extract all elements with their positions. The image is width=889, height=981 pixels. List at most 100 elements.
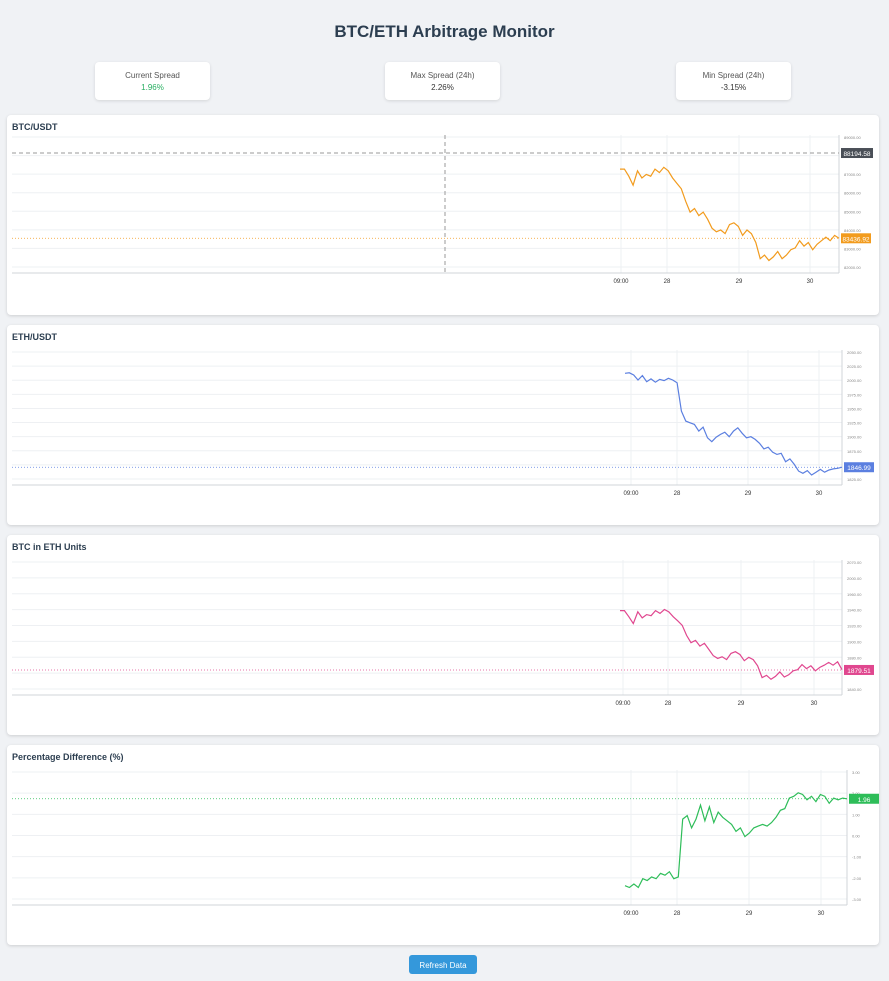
data-point [738,226,739,227]
data-point [770,679,771,680]
percentage-difference-chart[interactable]: 3.00 2.00 1.00 0.00 -1.00 -2.00 -3.00 09:00 28 29… [7,745,879,945]
data-point [669,871,670,872]
data-point [720,434,721,435]
data-point [718,811,719,812]
chart-title: BTC/USDT [12,122,58,132]
data-point [737,427,738,428]
chart-panel-percentage-difference: Percentage Difference (%) 3.00 2.00 1.00 0.… [7,745,879,945]
data-point [825,237,826,238]
y-tick-label: 1960.00 [847,592,862,597]
data-point [784,808,785,809]
data-point [759,443,760,444]
data-point [690,422,691,423]
stat-value: -3.15% [720,83,747,92]
y-tick-label: 84000.00 [844,228,861,233]
data-point [820,794,821,795]
data-point [694,208,695,209]
data-point [676,183,677,184]
current-price-label-bg [844,462,874,473]
data-point [821,240,822,241]
data-point [677,620,678,621]
stat-min-spread: Min Spread (24h) -3.15% [676,62,791,100]
y-tick-label: 2.00 [852,791,861,796]
data-point [655,382,656,383]
data-point [655,610,656,611]
data-point [760,258,761,259]
current-price-label: 83436.92 [842,236,869,243]
data-point [690,642,691,643]
data-point [811,796,812,797]
data-point [725,233,726,234]
refresh-data-button[interactable]: Refresh Data [409,955,477,974]
data-point [629,887,630,888]
data-point [819,667,820,668]
data-point [838,799,839,800]
btc-in-eth-chart[interactable]: 2070.00 2000.00 1960.00 1940.00 1920.00 1900.… [7,535,879,735]
data-point [779,671,780,672]
data-point [761,677,762,678]
current-price-label-bg [849,793,879,804]
data-point [651,876,652,877]
data-point [746,437,747,438]
data-point [681,188,682,189]
data-point [793,796,794,797]
data-point [841,467,842,468]
data-point [659,172,660,173]
data-point [681,411,682,412]
data-point [789,797,790,798]
data-point [694,424,695,425]
data-point [834,235,835,236]
data-point [815,670,816,671]
data-point [801,664,802,665]
series-line [620,608,843,681]
data-point [633,883,634,884]
data-point [757,665,758,666]
chart-title: BTC in ETH Units [12,542,87,552]
data-point [660,873,661,874]
data-point [691,827,692,828]
series-line [624,372,843,476]
data-point [789,458,790,459]
stat-value: 1.96% [141,83,164,92]
y-tick-label: 1880.00 [847,655,862,660]
x-tick-label: 28 [664,279,671,285]
data-point [722,656,723,657]
data-point [824,472,825,473]
data-point [751,233,752,234]
eth-usdt-chart[interactable]: 2050.00 2025.00 2000.00 1975.00 1950.00 1925.… [7,325,879,525]
data-point [785,461,786,462]
data-point [650,176,651,177]
y-tick-label: 1920.00 [847,624,862,629]
chart-title: ETH/USDT [12,332,57,342]
data-point [731,824,732,825]
page-title: BTC/ETH Arbitrage Monitor [334,22,555,41]
x-tick-label: 09:00 [613,279,629,285]
data-point [755,242,756,243]
data-point [775,676,776,677]
data-point [788,674,789,675]
data-point [711,441,712,442]
data-point [758,826,759,827]
data-point [698,431,699,432]
data-point [633,185,634,186]
stat-label: Current Spread [125,71,180,80]
data-point [673,616,674,617]
data-point [815,472,816,473]
x-tick-label: 29 [746,911,753,917]
data-point [633,374,634,375]
data-point [744,836,745,837]
data-point [641,177,642,178]
data-point [695,640,696,641]
data-point [707,219,708,220]
y-tick-label: -2.00 [852,876,862,881]
data-point [730,653,731,654]
data-point [646,381,647,382]
data-point [837,661,838,662]
data-point [773,256,774,257]
data-point [733,431,734,432]
series-line [620,166,840,262]
data-point [711,228,712,229]
y-tick-label: 87000.00 [844,172,861,177]
data-point [797,669,798,670]
btc-usdt-chart[interactable]: 89000.0088000.0087000.0086000.0085000.00… [7,115,879,315]
